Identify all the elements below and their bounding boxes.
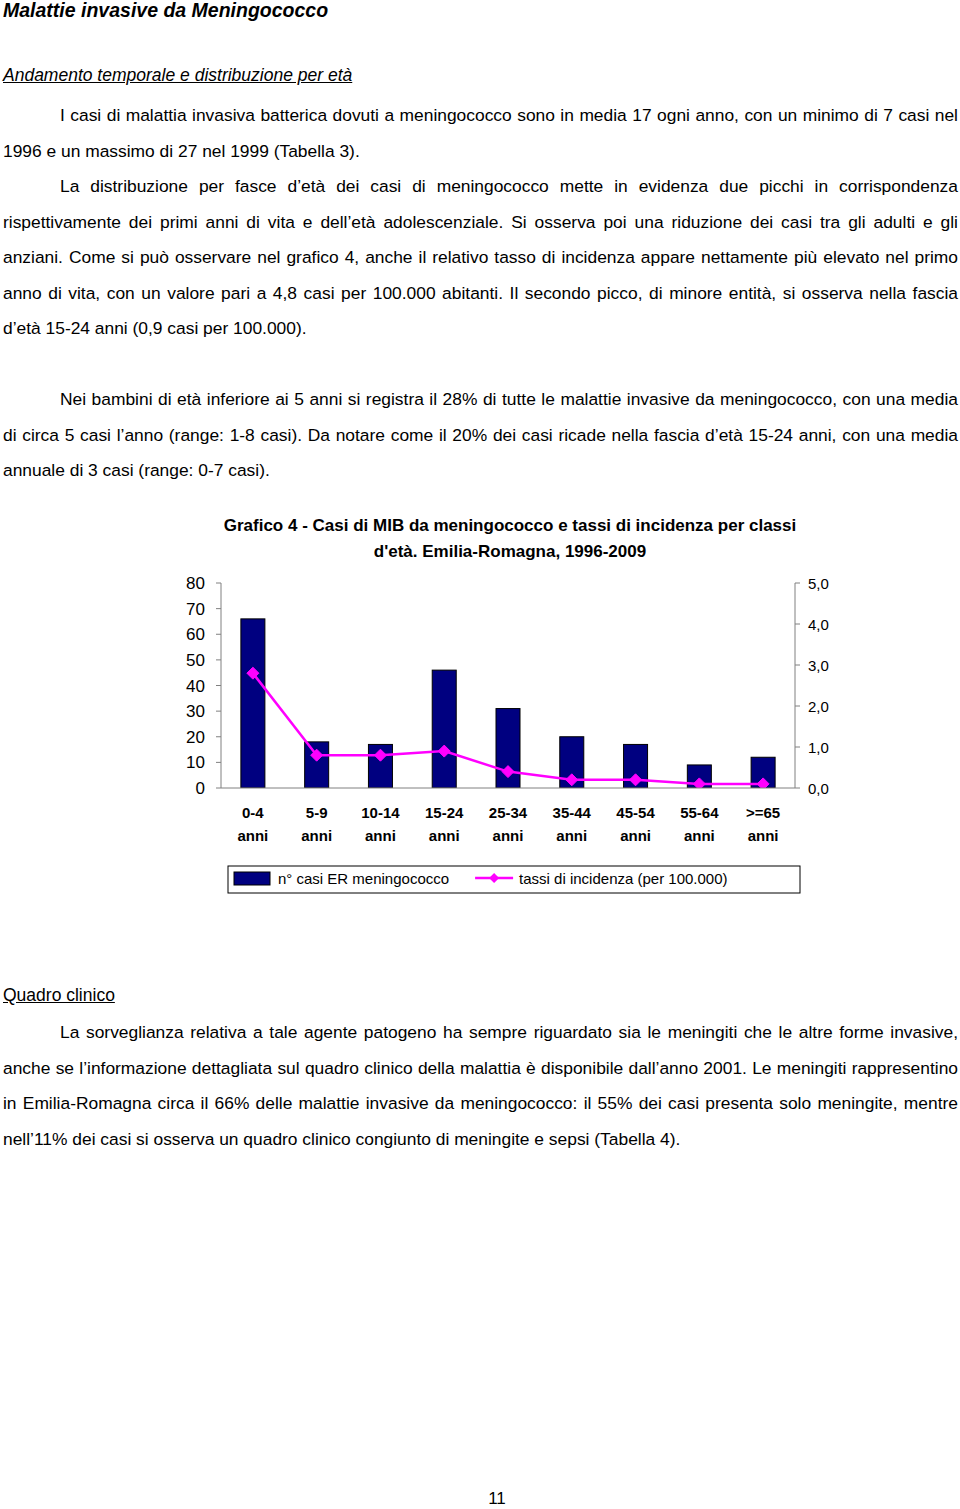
tick <box>795 583 800 584</box>
tick <box>795 788 800 789</box>
marker <box>438 745 450 757</box>
paragraph: La distribuzione per fasce d’età dei cas… <box>3 169 958 347</box>
label-line: 15-24 <box>425 804 464 821</box>
tick-label: 10 <box>186 753 205 772</box>
tick-label: 30 <box>186 702 205 721</box>
legend-swatch <box>489 873 499 883</box>
marker <box>693 778 705 788</box>
category-label: >=65 anni <box>746 804 780 844</box>
category-label: 45-54 anni <box>616 804 655 844</box>
bar <box>368 744 392 788</box>
tick-label: 80 <box>186 574 205 593</box>
paragraph: Nei bambini di età inferiore ai 5 anni s… <box>3 382 958 489</box>
label-line: anni <box>301 827 332 844</box>
label-line: 25-34 <box>489 804 528 821</box>
tick-label: 1,0 <box>808 739 829 756</box>
legend-box <box>228 866 800 893</box>
tick-label: 5,0 <box>808 575 829 592</box>
label-line: >=65 <box>746 804 780 821</box>
marker <box>247 667 259 679</box>
marker <box>311 749 323 761</box>
bar <box>432 670 456 788</box>
label-line: 0-4 <box>242 804 264 821</box>
tick-label: 4,0 <box>808 616 829 633</box>
bar <box>241 619 265 788</box>
paragraph: I casi di malattia invasiva batterica do… <box>3 98 958 169</box>
label-line: 55-64 <box>680 804 719 821</box>
tick <box>216 659 221 660</box>
category-label: 55-64 anni <box>680 804 719 844</box>
tick <box>216 685 221 686</box>
legend-label: n° casi ER meningococco <box>278 870 449 887</box>
legend-label: tassi di incidenza (per 100.000) <box>519 870 727 887</box>
tick <box>795 706 800 707</box>
tick <box>216 608 221 609</box>
label-line: 10-14 <box>361 804 400 821</box>
category-label: 15-24 anni <box>425 804 464 844</box>
label-line: anni <box>493 827 524 844</box>
tick-label: 40 <box>186 677 205 696</box>
plot-marks <box>241 619 775 788</box>
tick-label: 0 <box>196 779 205 798</box>
label-line: anni <box>556 827 587 844</box>
label-line: anni <box>237 827 268 844</box>
bar <box>496 709 520 788</box>
tick-label: 60 <box>186 625 205 644</box>
tick <box>795 624 800 625</box>
label-line: anni <box>620 827 651 844</box>
label-line: 45-54 <box>616 804 655 821</box>
tick <box>216 788 221 789</box>
label-line: 5-9 <box>306 804 328 821</box>
legend-swatch <box>234 872 270 885</box>
tick <box>216 762 221 763</box>
tick-label: 3,0 <box>808 657 829 674</box>
tick <box>216 634 221 635</box>
tick-label: 0,0 <box>808 780 829 797</box>
x-axis <box>221 788 795 789</box>
tick <box>216 711 221 712</box>
marker <box>757 778 769 788</box>
label-line: anni <box>365 827 396 844</box>
label-line: anni <box>684 827 715 844</box>
tick <box>795 747 800 748</box>
bar <box>305 742 329 788</box>
marker <box>374 749 386 761</box>
tick-label: 20 <box>186 728 205 747</box>
tick <box>216 736 221 737</box>
section-heading: Quadro clinico <box>3 985 115 1006</box>
tick-label: 50 <box>186 651 205 670</box>
tick-label: 70 <box>186 600 205 619</box>
tick-label: 2,0 <box>808 698 829 715</box>
label-line: 35-44 <box>553 804 592 821</box>
category-label: 5-9 anni <box>301 804 332 844</box>
category-label: 35-44 anni <box>553 804 592 844</box>
marker <box>630 774 642 786</box>
chart-title: Grafico 4 - Casi di MIB da meningococco … <box>215 513 805 565</box>
label-line: anni <box>748 827 779 844</box>
y2-axis <box>795 583 796 788</box>
section-heading: Andamento temporale e distribuzione per … <box>3 65 352 86</box>
page-header: Malattie invasive da Meningococco <box>3 0 328 22</box>
category-label: 10-14 anni <box>361 804 400 844</box>
tick <box>795 665 800 666</box>
page-number: 11 <box>0 1489 960 1509</box>
category-label: 25-34 anni <box>489 804 528 844</box>
line <box>253 673 763 784</box>
marker <box>566 774 578 786</box>
category-label: 0-4 anni <box>237 804 268 844</box>
label-line: anni <box>429 827 460 844</box>
tick <box>216 583 221 584</box>
paragraph: La sorveglianza relativa a tale agente p… <box>3 1015 958 1157</box>
marker <box>502 766 514 778</box>
